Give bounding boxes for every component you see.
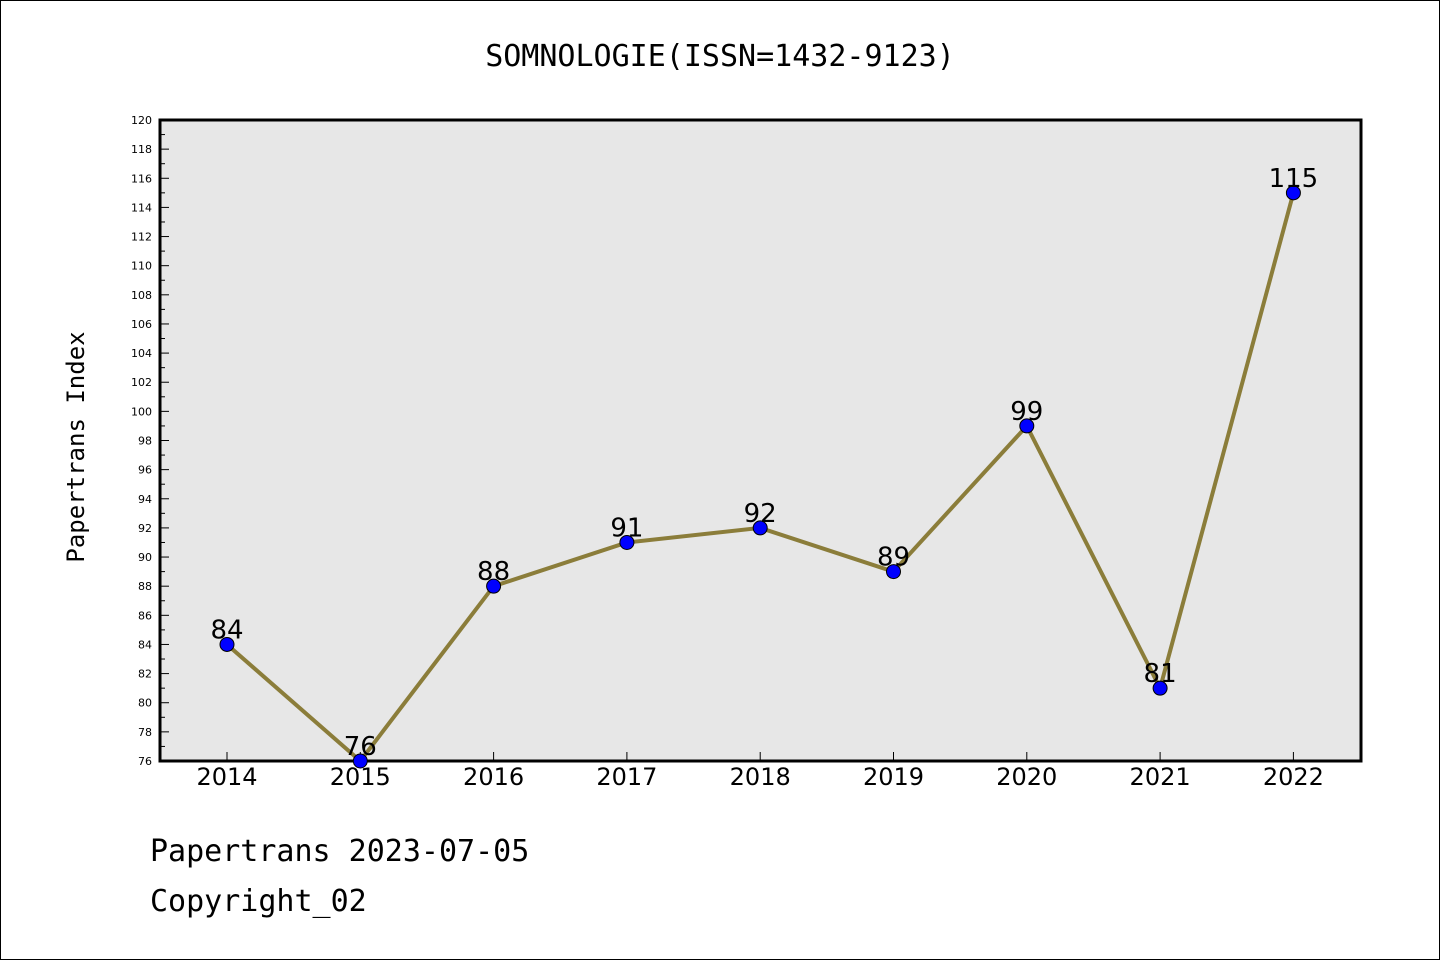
data-label: 115 — [1269, 164, 1319, 194]
x-tick-label: 2020 — [996, 763, 1057, 791]
y-tick-label: 80 — [138, 697, 152, 710]
data-point — [219, 636, 235, 652]
y-tick-label: 96 — [138, 464, 152, 477]
x-tick-label: 2016 — [463, 763, 524, 791]
footer-copyright: Copyright_02 — [150, 884, 367, 919]
y-tick-label: 120 — [131, 114, 152, 127]
data-point — [486, 578, 502, 594]
y-tick-label: 94 — [138, 493, 152, 506]
y-tick-label: 116 — [131, 172, 152, 185]
y-tick-label: 76 — [138, 755, 152, 768]
y-tick-label: 110 — [131, 260, 152, 273]
y-tick-label: 84 — [138, 638, 152, 651]
data-label: 84 — [210, 615, 243, 645]
data-point — [1019, 418, 1035, 434]
plot-area — [158, 118, 1363, 763]
footer-date: Papertrans 2023-07-05 — [150, 834, 530, 869]
x-axis-ticks: 2014 2015 2016 2017 2018 2019 2020 2021 2022 — [196, 752, 1324, 791]
data-point — [886, 564, 901, 580]
data-label: 81 — [1144, 659, 1177, 689]
y-tick-label: 98 — [138, 435, 152, 448]
y-tick-label: 102 — [131, 376, 152, 389]
data-label: 92 — [744, 499, 777, 529]
x-tick-label: 2022 — [1263, 763, 1324, 791]
data-point — [1285, 185, 1301, 201]
data-label: 88 — [477, 557, 510, 587]
data-points — [219, 185, 1301, 769]
data-point — [1152, 680, 1168, 696]
x-tick-label: 2014 — [196, 763, 257, 791]
x-tick-label: 2017 — [596, 763, 657, 791]
data-label: 89 — [877, 543, 910, 573]
data-labels: 84 76 88 91 92 89 99 81 115 — [210, 164, 1318, 762]
y-tick-label: 108 — [131, 289, 152, 302]
data-point — [619, 534, 635, 550]
data-label: 91 — [610, 513, 643, 543]
y-tick-label: 92 — [138, 522, 152, 535]
data-label: 99 — [1010, 397, 1043, 427]
y-tick-label: 104 — [131, 347, 152, 360]
y-tick-label: 86 — [138, 609, 152, 622]
data-label: 76 — [344, 732, 377, 762]
y-tick-label: 78 — [138, 726, 152, 739]
y-tick-label: 112 — [131, 231, 152, 244]
y-tick-label: 114 — [131, 201, 152, 214]
y-tick-label: 90 — [138, 551, 152, 564]
data-point — [752, 520, 768, 536]
x-tick-label: 2018 — [730, 763, 791, 791]
data-point — [352, 753, 368, 769]
y-tick-label: 106 — [131, 318, 152, 331]
y-tick-label: 118 — [131, 143, 152, 156]
x-tick-label: 2019 — [863, 763, 924, 791]
chart-title: SOMNOLOGIE(ISSN=1432-9123) — [485, 39, 955, 74]
y-tick-label: 88 — [138, 580, 152, 593]
x-tick-label: 2021 — [1130, 763, 1191, 791]
y-tick-label: 100 — [131, 405, 152, 418]
y-axis-label: Papertrans Index — [62, 331, 90, 562]
y-tick-label: 82 — [138, 668, 152, 681]
y-axis-ticks: 76 78 80 82 84 86 88 90 92 94 96 98 100 102 104 106 108 1… — [131, 114, 169, 768]
